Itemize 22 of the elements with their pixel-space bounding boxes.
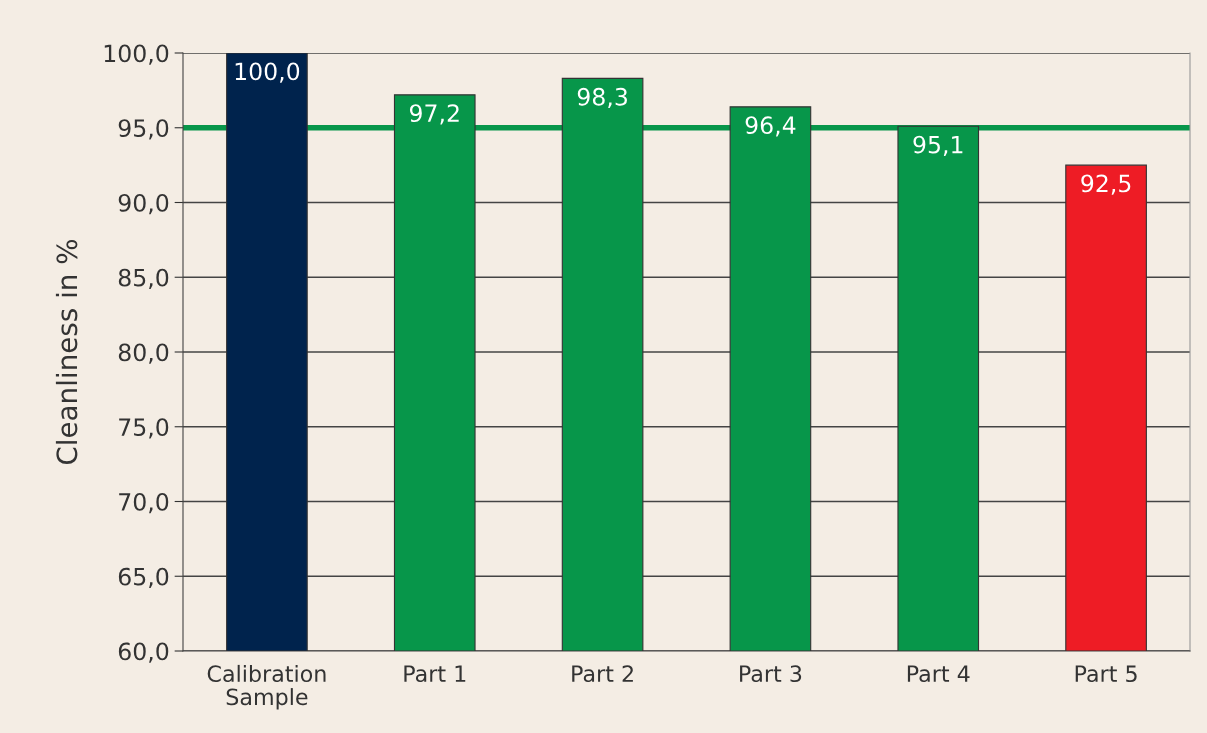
y-axis-title: Cleanliness in % [55,239,78,465]
x-tick-label: Part 4 [907,665,970,683]
y-tick-label: 80,0 [118,343,169,364]
data-label: 92,5 [1081,174,1131,195]
x-tick-label: Calibration Sample [207,664,326,710]
y-tick-label: 85,0 [118,268,169,289]
data-label: 97,2 [409,104,459,125]
x-tick-label: Part 5 [1075,665,1137,683]
y-tick-label: 60,0 [118,642,169,663]
x-tick-label: Part 2 [572,665,633,683]
y-tick-label: 75,0 [119,418,169,439]
y-tick-label: 90,0 [118,193,169,215]
data-label: 98,3 [577,87,627,109]
y-tick-label: 65,0 [118,567,169,588]
data-label: 100,0 [235,62,300,83]
x-tick-label: Part 3 [740,665,802,683]
y-tick-label: 70,0 [119,492,169,514]
data-label: 96,4 [745,116,796,137]
y-tick-label: 95,0 [118,119,169,140]
data-label: 95,1 [913,135,963,156]
x-tick-label: Part 1 [404,665,466,683]
y-tick-label: 100,0 [104,44,169,65]
